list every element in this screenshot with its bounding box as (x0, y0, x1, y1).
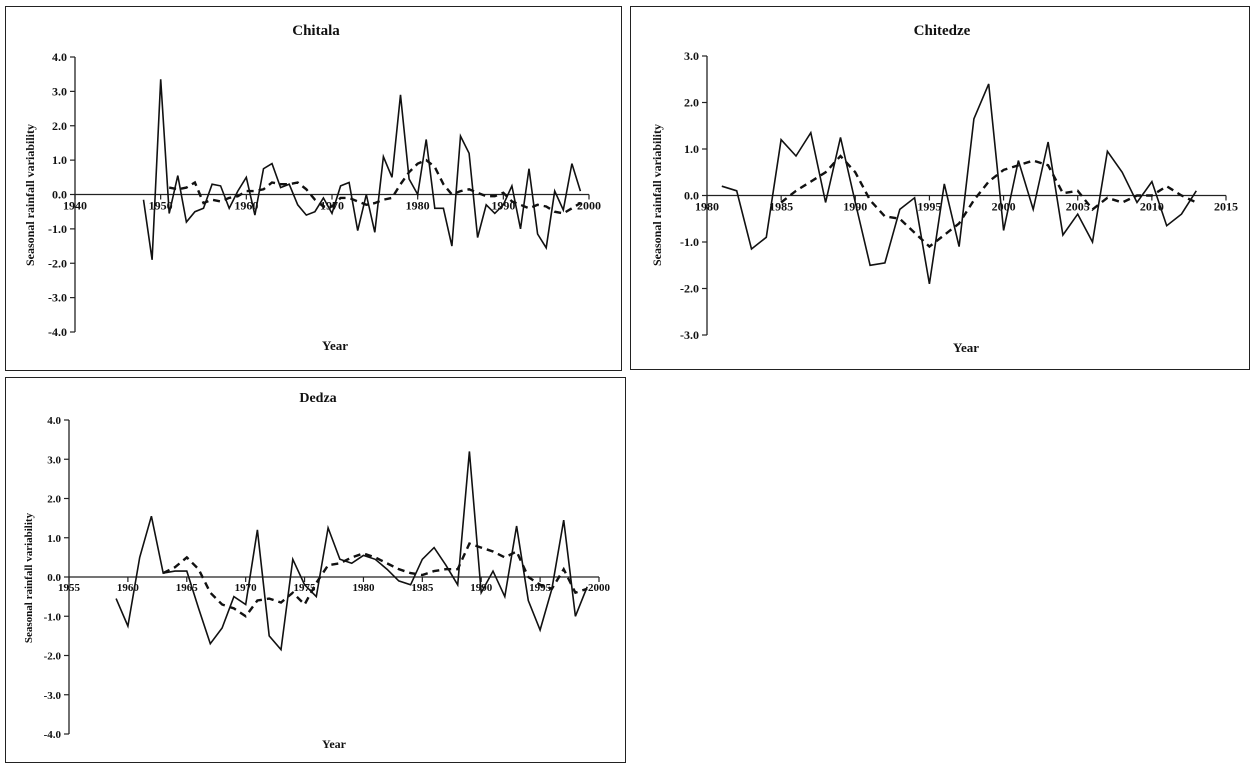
x-tick-label: 1995 (529, 582, 552, 594)
x-tick-label: 2000 (588, 582, 611, 594)
x-tick-label: 1960 (234, 199, 258, 213)
x-tick-label: 2000 (992, 200, 1016, 214)
y-tick-label: 3.0 (52, 84, 67, 98)
x-tick-label: 1965 (176, 582, 199, 594)
y-tick-label: -4.0 (44, 729, 62, 741)
series-line-solid (142, 79, 582, 260)
x-tick-label: 1980 (695, 200, 719, 214)
chart-svg-chitedze: Chitedze 3.0 2.0 1.0 0.0 -1.0 -2.0 -3.0 1980 1985… (650, 23, 1238, 355)
y-tick-label: -1.0 (48, 222, 67, 236)
y-axis-label: Seasonal rainfall variability (650, 124, 664, 266)
x-axis-label: Year (322, 737, 347, 751)
series-line-dashed (780, 154, 1197, 249)
y-tick-label: 1.0 (47, 533, 61, 545)
x-tick-label: 2005 (1066, 200, 1090, 214)
x-tick-label: 1985 (769, 200, 793, 214)
chart-panel-dedza: Dedza 4.0 3.0 2.0 1.0 0.0 -1.0 -2.0 -3.0 -4.0 1955… (5, 377, 626, 763)
y-tick-label: 4.0 (47, 415, 61, 427)
y-tick-label: -1.0 (44, 611, 62, 623)
x-tick-label: 1995 (917, 200, 941, 214)
y-tick-label: -2.0 (44, 651, 62, 663)
chart-title: Chitala (292, 23, 340, 39)
y-tick-label: 1.0 (684, 142, 699, 156)
y-tick-label: 3.0 (47, 454, 61, 466)
x-tick-label: 1985 (411, 582, 434, 594)
y-tick-label: -3.0 (48, 291, 67, 305)
x-tick-label: 2015 (1214, 200, 1238, 214)
y-tick-label: 2.0 (52, 119, 67, 133)
series-line-dashed (168, 158, 582, 215)
x-tick-label: 1970 (235, 582, 258, 594)
y-tick-label: 0.0 (47, 572, 61, 584)
y-tick-label: -2.0 (680, 282, 699, 296)
x-tick-label: 1955 (58, 582, 81, 594)
series-line-solid (721, 83, 1197, 285)
x-tick-label: 1990 (843, 200, 867, 214)
y-tick-label: 0.0 (684, 189, 699, 203)
y-tick-label: 0.0 (52, 188, 67, 202)
y-tick-label: 2.0 (47, 494, 61, 506)
chart-panel-chitala: Chitala 4.0 3.0 2.0 1.0 0.0 -1.0 -2.0 -3.0 -4.0 19… (5, 6, 622, 371)
x-tick-label: 1940 (63, 199, 87, 213)
y-axis-label: Seasonal rainfall variability (23, 124, 37, 266)
chart-panel-chitedze: Chitedze 3.0 2.0 1.0 0.0 -1.0 -2.0 -3.0 1980 1985… (630, 6, 1250, 370)
chart-title: Chitedze (914, 23, 971, 39)
x-axis-label: Year (322, 338, 348, 353)
x-tick-label: 2000 (577, 199, 601, 213)
x-tick-label: 2010 (1140, 200, 1164, 214)
chart-title: Dedza (299, 391, 336, 406)
y-tick-label: -2.0 (48, 256, 67, 270)
x-tick-label: 1980 (406, 199, 430, 213)
y-tick-label: -1.0 (680, 235, 699, 249)
y-tick-label: -3.0 (680, 328, 699, 342)
y-tick-label: 1.0 (52, 153, 67, 167)
chart-svg-dedza: Dedza 4.0 3.0 2.0 1.0 0.0 -1.0 -2.0 -3.0 -4.0 1955… (23, 391, 611, 751)
y-tick-label: -4.0 (48, 325, 67, 339)
series-line-solid (115, 451, 588, 652)
y-tick-label: -3.0 (44, 690, 62, 702)
x-axis-label: Year (953, 340, 979, 355)
chart-svg-chitala: Chitala 4.0 3.0 2.0 1.0 0.0 -1.0 -2.0 -3.0 -4.0 19… (23, 23, 601, 353)
y-tick-label: 4.0 (52, 50, 67, 64)
y-axis-label: Seasonal rainfall variability (23, 512, 35, 643)
y-tick-label: 2.0 (684, 96, 699, 110)
x-tick-label: 1980 (352, 582, 375, 594)
x-tick-label: 1960 (117, 582, 140, 594)
y-tick-label: 3.0 (684, 49, 699, 63)
series-line-dashed (162, 542, 588, 618)
